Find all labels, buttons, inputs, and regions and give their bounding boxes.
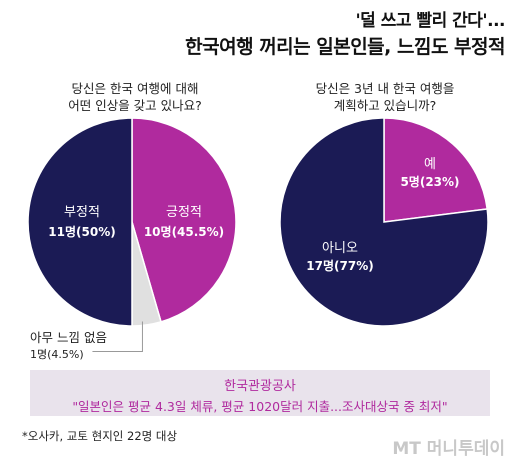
source-box: 한국관광공사 "일본인은 평균 4.3일 체류, 평균 1020달러 지출...… — [30, 370, 490, 416]
footnote: *오사카, 교토 현지인 22명 대상 — [22, 429, 178, 443]
pie2-slice-yes — [383, 117, 489, 223]
pie2-value-yes: 5명(23%) — [400, 175, 459, 189]
pie1-value-neutral: 1명(4.5%) — [30, 348, 84, 361]
pie2-value-no: 17명(77%) — [306, 259, 373, 273]
pie1-leader-line — [92, 321, 143, 352]
pie1-value-positive: 10명(45.5%) — [144, 225, 224, 239]
pie1-slice-positive — [131, 117, 237, 323]
pie1-label-positive: 긍정적 — [166, 205, 202, 220]
pie2-label-no: 아니오 — [322, 241, 358, 256]
pie2-label-yes: 예 — [424, 157, 436, 172]
logo: MT 머니투데이 — [392, 439, 505, 459]
pie2-slice-no — [279, 117, 489, 327]
source-quote: "일본인은 평균 4.3일 체류, 평균 1020달러 지출...조사대상국 중… — [72, 399, 448, 414]
pie1-label-negative: 부정적 — [64, 205, 100, 220]
pie2-question: 당신은 3년 내 한국 여행을 계획하고 있습니까? — [315, 81, 455, 113]
pie1-value-negative: 11명(50%) — [48, 225, 115, 239]
source-org: 한국관광공사 — [224, 379, 296, 394]
headline-line1: '덜 쓰고 빨리 간다'... — [355, 11, 505, 31]
pie1-slice-negative — [27, 117, 133, 327]
headline-line2: 한국여행 꺼리는 일본인들, 느낌도 부정적 — [185, 36, 505, 58]
pie1-question: 당신은 한국 여행에 대해 어떤 인상을 갖고 있나요? — [68, 81, 202, 113]
pie1-label-neutral: 아무 느낌 없음 — [30, 330, 107, 345]
